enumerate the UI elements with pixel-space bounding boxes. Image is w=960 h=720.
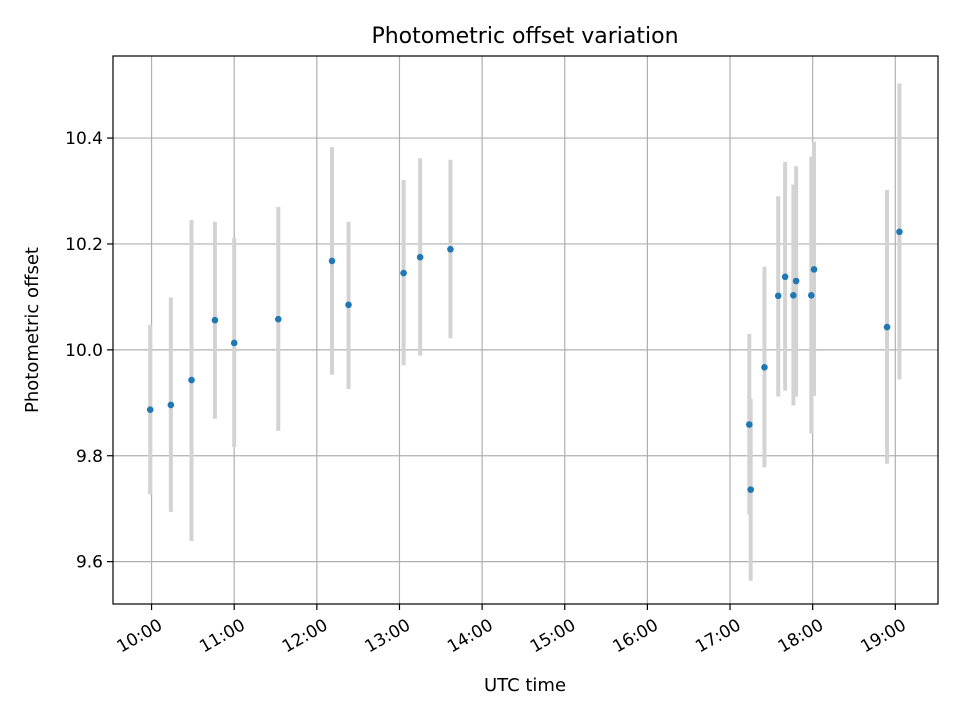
y-tick-label: 10.2 — [65, 235, 103, 255]
data-point — [274, 315, 282, 323]
data-point — [792, 277, 800, 285]
data-point — [883, 323, 891, 331]
data-point — [188, 376, 195, 384]
data-point — [328, 257, 336, 265]
chart-title: Photometric offset variation — [371, 24, 678, 49]
data-point — [747, 486, 754, 493]
data-point — [447, 245, 454, 253]
data-point — [774, 292, 782, 300]
y-axis-label: Photometric offset — [22, 247, 43, 413]
data-point — [896, 228, 903, 236]
y-tick-label: 10.0 — [65, 341, 103, 361]
data-point — [781, 273, 789, 281]
data-point — [146, 406, 154, 413]
data-point — [230, 339, 238, 347]
y-tick-label: 9.8 — [76, 447, 103, 467]
y-tick-label: 10.4 — [65, 129, 103, 149]
data-point — [807, 292, 815, 299]
data-point — [416, 253, 424, 261]
data-points — [146, 228, 903, 493]
data-point — [345, 301, 352, 309]
data-point — [810, 266, 818, 273]
x-axis-label: UTC time — [484, 675, 566, 696]
data-point — [746, 421, 753, 428]
data-point — [167, 401, 175, 409]
y-axis-ticks: 9.6 9.8 10.0 10.2 10.4 — [65, 129, 113, 573]
y-tick-label: 9.6 — [76, 553, 103, 573]
data-point — [211, 316, 219, 324]
data-point — [790, 292, 797, 299]
data-point — [761, 364, 768, 371]
plot-frame — [112, 55, 939, 605]
data-point — [400, 269, 407, 277]
